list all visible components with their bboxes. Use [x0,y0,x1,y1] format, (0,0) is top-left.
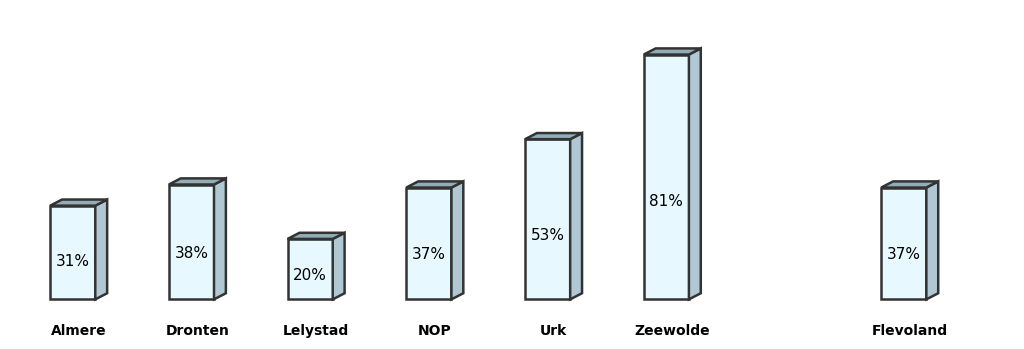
Text: 37%: 37% [412,247,445,262]
Text: 20%: 20% [293,268,327,283]
Bar [644,54,689,299]
Polygon shape [927,181,938,299]
Text: Lelystad: Lelystad [283,324,349,338]
Text: 53%: 53% [530,228,564,243]
Bar [882,187,927,299]
Polygon shape [288,233,345,239]
Polygon shape [407,181,463,187]
Polygon shape [570,133,582,299]
Text: 38%: 38% [174,246,209,261]
Polygon shape [214,178,226,299]
Polygon shape [333,233,345,299]
Bar [288,239,333,299]
Polygon shape [452,181,463,299]
Polygon shape [95,200,108,299]
Bar [169,185,214,299]
Text: 31%: 31% [55,254,90,269]
Polygon shape [882,181,938,187]
Text: Urk: Urk [540,324,567,338]
Bar [50,206,95,299]
Polygon shape [644,49,700,54]
Text: Dronten: Dronten [166,324,229,338]
Text: Flevoland: Flevoland [871,324,948,338]
Polygon shape [169,178,226,185]
Text: 81%: 81% [649,194,683,209]
Bar [525,139,570,299]
Text: Zeewolde: Zeewolde [635,324,710,338]
Polygon shape [689,49,700,299]
Polygon shape [525,133,582,139]
Bar [407,187,452,299]
Text: NOP: NOP [418,324,452,338]
Text: Almere: Almere [51,324,106,338]
Polygon shape [50,200,108,206]
Text: 37%: 37% [887,247,921,262]
